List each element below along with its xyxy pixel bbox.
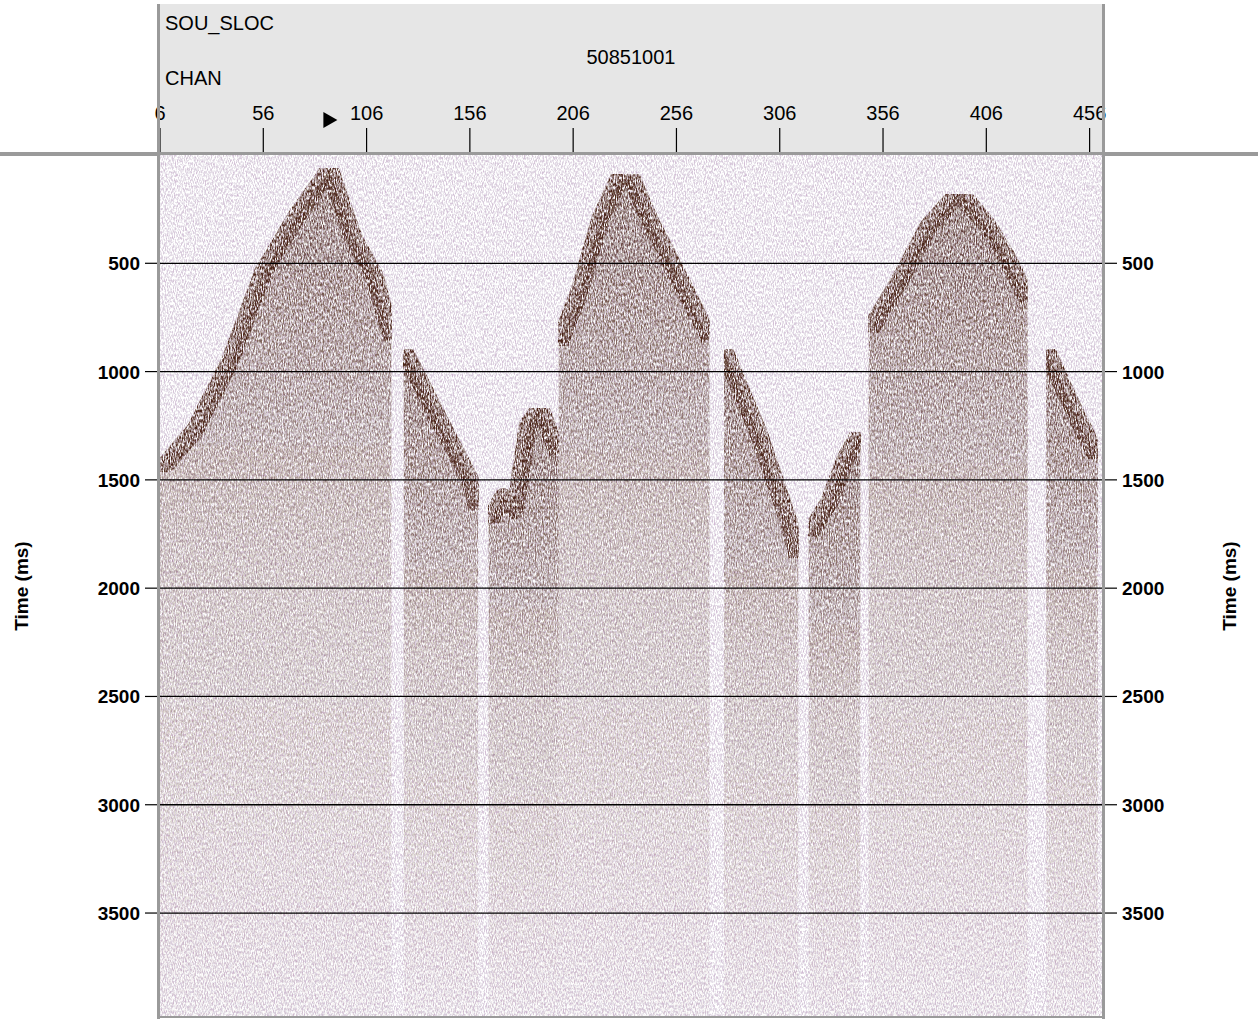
y-tick [145,804,157,805]
y-tick [145,263,157,264]
x-tick [1089,128,1090,152]
grid-line [160,479,1102,480]
grid-line [160,912,1102,913]
x-tick-label: 106 [350,102,383,124]
x-label: CHAN [165,67,222,89]
chart: SOU_SLOC50851001CHAN65610615620625630635… [0,0,1258,1019]
first-break [809,432,861,536]
y-tick-label-right: 1000 [1122,362,1164,383]
plot-area [160,155,1102,1017]
event-body [724,350,798,1017]
x-tick-label: 306 [763,102,796,124]
event-body [489,408,559,1017]
event-front-group [724,350,798,558]
plot-background [160,155,1102,1017]
first-break [160,168,391,471]
event-group [724,350,798,1017]
grid-line [160,804,1102,805]
x-tick-label: 356 [866,102,899,124]
event-front-group [160,168,391,471]
event-body [869,194,1028,1017]
y-tick-label-right: 3000 [1122,795,1164,816]
event-group [489,408,559,1017]
y-tick-label: 2000 [98,578,140,599]
x-tick [573,128,574,152]
event-body [160,168,391,1017]
grid-line [160,588,1102,589]
x-tick-label: 156 [453,102,486,124]
bottom-frame [160,1016,1102,1018]
header-panel [160,4,1102,155]
background-noise [160,155,1102,1017]
right-frame [1102,4,1105,1019]
y-tick-label: 1500 [98,470,140,491]
x-tick [366,128,367,152]
y-tick [145,912,157,913]
y-tick-label: 2500 [98,686,140,707]
y-tick-right [1105,263,1117,264]
event-body [404,350,478,1017]
event-front-group [559,175,710,346]
first-break [724,350,798,558]
x-tick-label: 206 [556,102,589,124]
channel-marker [323,112,337,128]
first-break [489,408,559,523]
y-tick [145,696,157,697]
event-group [160,168,391,1017]
event-group [559,175,710,1018]
x-tick [986,128,987,152]
y-tick-label: 500 [108,253,140,274]
y-tick-label-right: 3500 [1122,903,1164,924]
event-front-group [1046,350,1098,458]
first-break [1046,350,1098,458]
x-tick [263,128,264,152]
grid-line [160,371,1102,372]
event-body [1046,350,1098,1017]
event-body [809,432,861,1017]
x-tick-label: 406 [970,102,1003,124]
header-label: SOU_SLOC [165,12,274,35]
x-tick [676,128,677,152]
x-tick-label: 456 [1073,102,1106,124]
event-body [559,175,710,1018]
event-group [404,350,478,1017]
x-tick-label: 256 [660,102,693,124]
event-group [1046,350,1098,1017]
x-tick [882,128,883,152]
event-group [809,432,861,1017]
x-tick [779,128,780,152]
x-tick-label: 56 [252,102,274,124]
event-group [869,194,1028,1017]
x-tick [469,128,470,152]
y-tick-right [1105,588,1117,589]
y-tick-label: 1000 [98,362,140,383]
event-front-group [489,408,559,523]
y-tick-right [1105,804,1117,805]
y-tick-right [1105,912,1117,913]
y-tick-label-right: 500 [1122,253,1154,274]
grid-line [160,696,1102,697]
first-break [559,175,710,346]
left-frame [157,4,160,1019]
y-tick-label: 3500 [98,903,140,924]
event-front-group [404,350,478,510]
y-tick-right [1105,371,1117,372]
y-axis-title: Time (ms) [11,541,32,630]
grid-line [160,263,1102,264]
y-tick [145,371,157,372]
y-tick [145,479,157,480]
y-tick-label-right: 1500 [1122,470,1164,491]
y-tick-label: 3000 [98,795,140,816]
event-front-group [809,432,861,536]
y-axis-title-right: Time (ms) [1219,541,1240,630]
y-tick [145,588,157,589]
title: 50851001 [587,46,676,68]
y-tick-label-right: 2500 [1122,686,1164,707]
y-tick-label-right: 2000 [1122,578,1164,599]
first-break [404,350,478,510]
y-tick-right [1105,479,1117,480]
y-tick-right [1105,696,1117,697]
